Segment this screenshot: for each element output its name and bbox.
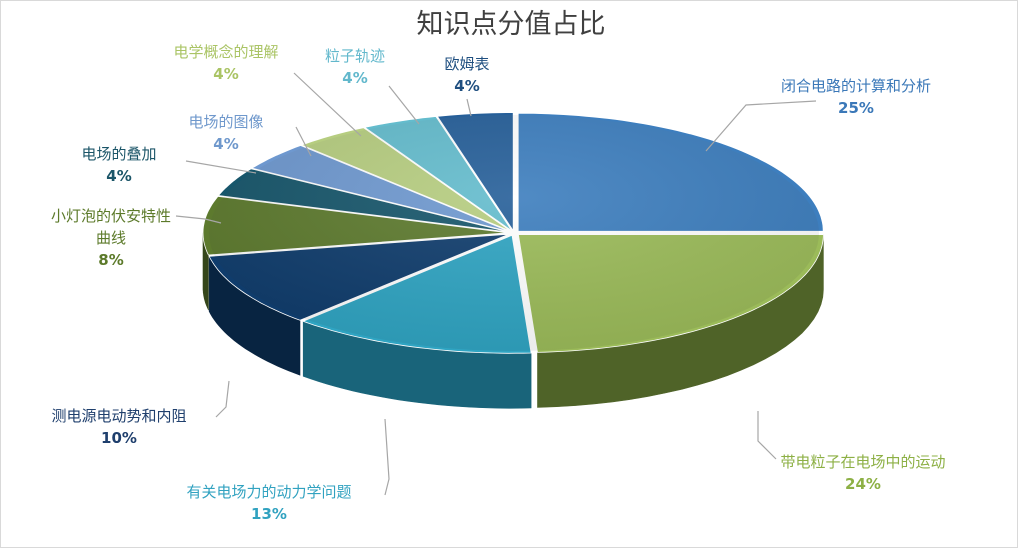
chart-title: 知识点分值占比 xyxy=(417,9,606,40)
data-label-value: 8% xyxy=(98,251,123,269)
leader-line xyxy=(705,100,817,152)
leader-line xyxy=(757,411,777,460)
data-label-value: 13% xyxy=(251,505,287,523)
data-label-name: 电场的图像 xyxy=(188,113,263,131)
leader-line xyxy=(466,98,472,117)
pie-gloss xyxy=(209,115,819,351)
data-label-name: 欧姆表 xyxy=(444,55,489,73)
data-label-name: 曲线 xyxy=(96,229,126,247)
data-label-name: 电场的叠加 xyxy=(81,145,156,163)
leader-lines xyxy=(175,72,817,496)
data-labels: 闭合电路的计算和分析 25% 带电粒子在电场中的运动 24% 有关电场力的动力学问题 13… xyxy=(51,43,946,523)
pie-tops xyxy=(202,112,824,354)
leader-line xyxy=(388,85,420,125)
data-label-name: 粒子轨迹 xyxy=(325,47,385,65)
data-label-value: 4% xyxy=(342,69,367,87)
leader-line xyxy=(295,126,312,157)
data-label-name: 电学概念的理解 xyxy=(173,43,278,61)
leader-line xyxy=(185,160,257,174)
leader-line xyxy=(293,72,362,137)
data-label-value: 4% xyxy=(213,135,238,153)
data-label-value: 24% xyxy=(845,475,881,493)
data-label-value: 4% xyxy=(213,65,238,83)
data-label-value: 25% xyxy=(838,99,874,117)
leader-line xyxy=(175,215,222,224)
data-label-name: 测电源电动势和内阻 xyxy=(51,407,186,425)
leader-line xyxy=(215,380,230,418)
data-label-name: 有关电场力的动力学问题 xyxy=(186,483,351,501)
data-label-value: 4% xyxy=(454,77,479,95)
data-label-value: 4% xyxy=(106,167,131,185)
data-label-value: 10% xyxy=(101,429,137,447)
leader-line xyxy=(384,418,390,496)
data-label-name: 带电粒子在电场中的运动 xyxy=(780,453,945,471)
data-label-name: 闭合电路的计算和分析 xyxy=(781,77,931,95)
data-label-name: 小灯泡的伏安特性 xyxy=(51,207,171,225)
